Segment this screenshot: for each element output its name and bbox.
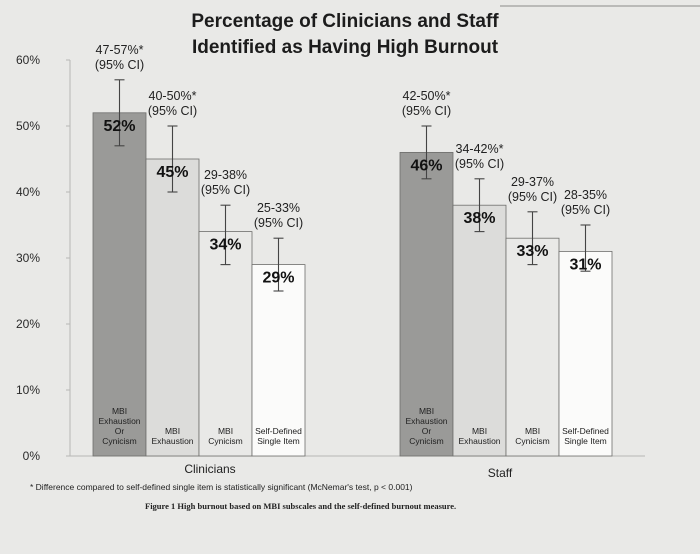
y-tick-label: 40% — [16, 185, 40, 199]
category-label: Exhaustion — [458, 436, 500, 446]
ci-range-label: 34-42%* — [456, 142, 504, 156]
category-label: MBI — [472, 426, 487, 436]
y-ticks: 0% 10% 20% 30% 40% 50% 60% — [16, 53, 70, 463]
y-tick-label: 30% — [16, 251, 40, 265]
value-label: 38% — [463, 210, 495, 227]
value-label: 31% — [569, 256, 601, 273]
bar-staff-0 — [399, 151, 454, 457]
ci-note-label: (95% CI) — [455, 157, 504, 171]
category-label: Or — [422, 426, 432, 436]
ci-range-label: 28-35% — [564, 188, 607, 202]
value-label: 52% — [103, 118, 135, 135]
chart-title-line-2: Identified as Having High Burnout — [192, 37, 499, 58]
category-label: Cynicism — [409, 436, 443, 446]
ci-note-label: (95% CI) — [561, 203, 610, 217]
bar-staff-2 — [505, 237, 560, 457]
category-label: Cynicism — [102, 436, 136, 446]
y-tick-label: 50% — [16, 119, 40, 133]
category-label: MBI — [419, 406, 434, 416]
y-tick-label: 10% — [16, 383, 40, 397]
footnote: * Difference compared to self-defined si… — [30, 482, 413, 492]
category-label: MBI — [165, 426, 180, 436]
category-label: Single Item — [564, 436, 607, 446]
bar-staff-1 — [452, 204, 507, 457]
ci-note-label: (95% CI) — [508, 190, 557, 204]
category-label: Exhaustion — [151, 436, 193, 446]
value-label: 45% — [156, 164, 188, 181]
y-tick-label: 0% — [23, 449, 41, 463]
category-label: Exhaustion — [98, 416, 140, 426]
value-label: 34% — [209, 237, 241, 254]
bar-clinicians-1 — [145, 158, 200, 457]
group-label-clinicians: Clinicians — [184, 462, 235, 476]
category-label: Cynicism — [515, 436, 549, 446]
ci-range-label: 25-33% — [257, 201, 300, 215]
category-label: Or — [115, 426, 125, 436]
category-label: MBI — [218, 426, 233, 436]
ci-range-label: 29-38% — [204, 168, 247, 182]
ci-note-label: (95% CI) — [201, 183, 250, 197]
ci-range-label: 42-50%* — [403, 89, 451, 103]
ci-range-label: 29-37% — [511, 175, 554, 189]
value-label: 33% — [516, 243, 548, 260]
bar-staff-3 — [558, 250, 613, 457]
bars-layer: 47-57%*(95% CI)52%MBIExhaustionOrCynicis… — [92, 43, 613, 457]
category-label: Self-Defined — [255, 426, 302, 436]
category-label: MBI — [112, 406, 127, 416]
group-label-staff: Staff — [488, 466, 513, 480]
ci-range-label: 40-50%* — [149, 89, 197, 103]
ci-note-label: (95% CI) — [148, 104, 197, 118]
value-label: 46% — [410, 157, 442, 174]
category-label: Single Item — [257, 436, 300, 446]
y-tick-label: 60% — [16, 53, 40, 67]
category-label: Self-Defined — [562, 426, 609, 436]
y-tick-label: 20% — [16, 317, 40, 331]
bar-clinicians-2 — [198, 231, 253, 457]
value-label: 29% — [262, 270, 294, 287]
ci-note-label: (95% CI) — [95, 58, 144, 72]
category-label: MBI — [525, 426, 540, 436]
ci-range-label: 47-57%* — [96, 43, 144, 57]
category-label: Exhaustion — [405, 416, 447, 426]
category-label: Cynicism — [208, 436, 242, 446]
chart-title-line-1: Percentage of Clinicians and Staff — [191, 11, 499, 32]
ci-note-label: (95% CI) — [254, 216, 303, 230]
figure-caption: Figure 1 High burnout based on MBI subsc… — [145, 501, 456, 511]
bar-clinicians-0 — [92, 112, 147, 457]
ci-note-label: (95% CI) — [402, 104, 451, 118]
